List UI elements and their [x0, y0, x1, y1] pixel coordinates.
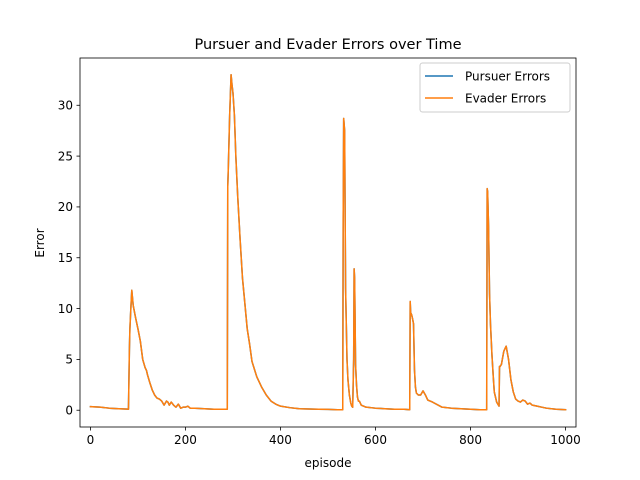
plot-area: [79, 57, 577, 428]
y-tick-label: 20: [58, 200, 73, 214]
y-tick-label: 5: [65, 353, 73, 367]
series-layer: [89, 74, 567, 411]
legend-label-2: Evader Errors: [465, 91, 546, 105]
plot-frame: [79, 57, 577, 428]
y-axis: 0 5 10 15 20 25 30: [58, 99, 80, 418]
x-tick-label: 600: [364, 433, 387, 447]
y-tick-label: 0: [65, 404, 73, 418]
chart-title: Pursuer and Evader Errors over Time: [194, 37, 461, 53]
x-axis-label: episode: [305, 456, 352, 470]
y-tick-label: 15: [58, 251, 73, 265]
x-tick-label: 800: [459, 433, 482, 447]
x-tick-label: 0: [87, 433, 95, 447]
x-tick-label: 400: [269, 433, 292, 447]
x-tick-label: 1000: [550, 433, 581, 447]
series-line-2: [89, 74, 567, 411]
y-tick-label: 30: [58, 99, 73, 113]
legend-label-1: Pursuer Errors: [465, 69, 550, 83]
y-tick-label: 25: [58, 149, 73, 163]
plot-background: [80, 58, 576, 427]
y-tick-label: 10: [58, 302, 73, 316]
x-axis: 0 200 400 600 800 1000: [87, 427, 581, 447]
legend-frame: [419, 62, 571, 113]
y-axis-label: Error: [33, 228, 47, 257]
legend: Pursuer Errors Evader Errors: [419, 62, 571, 113]
x-tick-label: 200: [174, 433, 197, 447]
